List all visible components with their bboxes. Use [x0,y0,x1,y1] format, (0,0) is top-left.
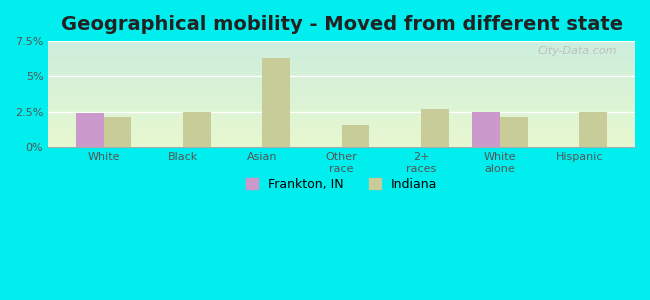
Text: City-Data.com: City-Data.com [538,46,617,56]
Bar [183,112,211,147]
Bar [500,117,528,147]
Bar [104,117,131,147]
Bar [421,109,448,147]
Title: Geographical mobility - Moved from different state: Geographical mobility - Moved from diffe… [60,15,623,34]
Legend: Frankton, IN, Indiana: Frankton, IN, Indiana [240,173,443,196]
Bar [580,112,607,147]
Bar [473,112,501,147]
Bar [263,58,290,147]
Bar [76,113,104,147]
Bar [342,124,369,147]
